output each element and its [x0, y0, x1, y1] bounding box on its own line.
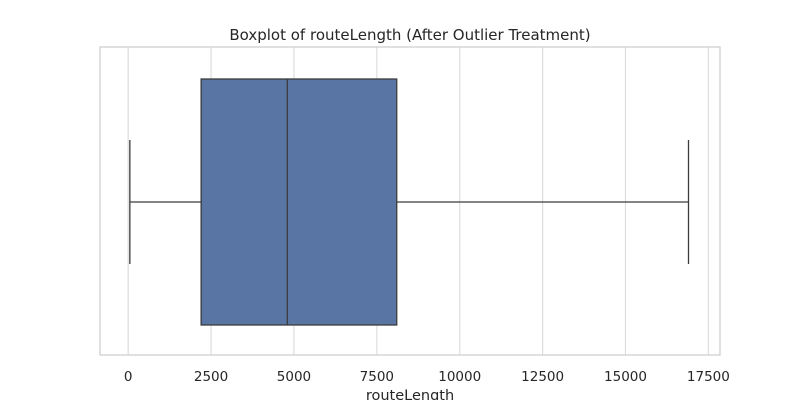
- x-tick-label: 5000: [277, 369, 311, 385]
- x-tick-label: 2500: [194, 369, 228, 385]
- x-tick-label: 7500: [360, 369, 394, 385]
- x-tick-label: 10000: [438, 369, 481, 385]
- x-tick-label: 0: [124, 369, 133, 385]
- x-tick-label: 17500: [687, 369, 730, 385]
- x-tick-label: 12500: [521, 369, 564, 385]
- x-tick-labels: 0 2500 5000 7500 10000 12500 15000 17500: [124, 369, 730, 385]
- iqr-box: [200, 78, 398, 326]
- box-layer: [129, 78, 690, 326]
- chart-title: Boxplot of routeLength (After Outlier Tr…: [229, 26, 590, 44]
- x-axis-label: routeLength: [366, 388, 454, 400]
- plot-frame: [99, 46, 721, 356]
- x-tick-label: 15000: [604, 369, 647, 385]
